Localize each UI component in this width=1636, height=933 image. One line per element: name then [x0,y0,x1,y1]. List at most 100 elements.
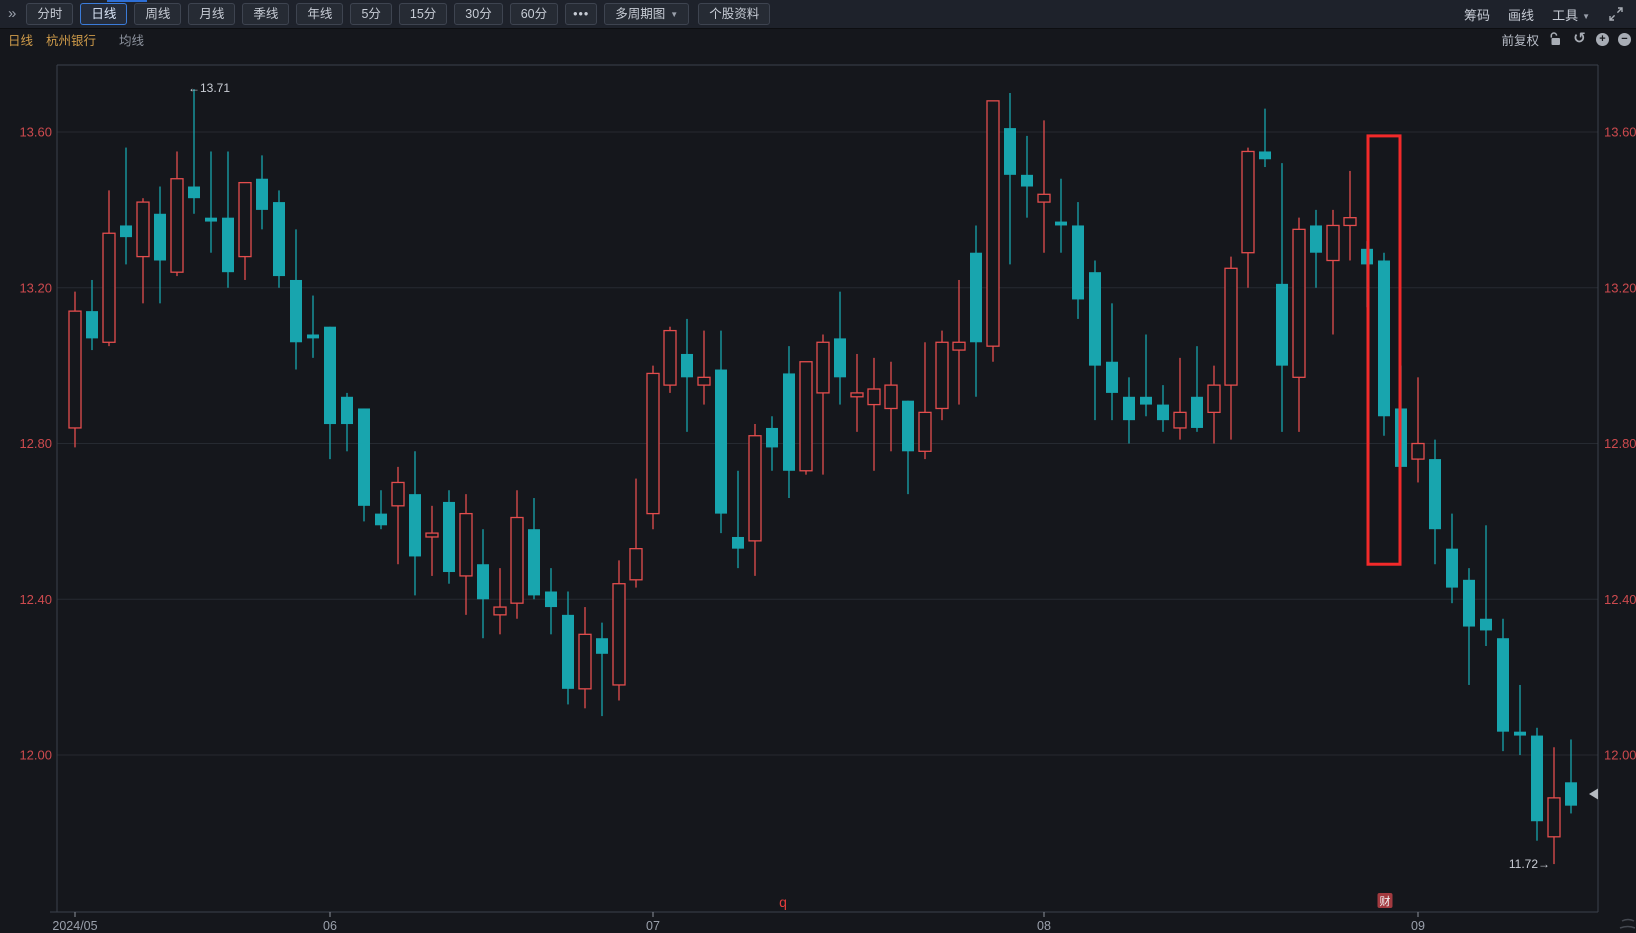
candle-down [1497,638,1509,732]
x-axis-label: 09 [1411,919,1425,933]
candle-down [290,279,302,343]
y-axis-label-right: 12.40 [1604,592,1636,607]
x-axis-label: 07 [646,919,660,933]
candle-up [170,178,184,273]
multi-period-button[interactable]: 多周期图 ▼ [604,3,690,25]
candle-down [1514,731,1526,736]
candle-down [1191,396,1203,428]
stock-info-button[interactable]: 个股资料 [698,3,771,25]
x-axis-label: 08 [1037,919,1051,933]
lock-icon[interactable] [1548,32,1563,47]
adjust-mode-button[interactable]: 前复权 [1501,33,1539,48]
tools-button[interactable]: 工具 ▼ [1552,5,1590,24]
candle-down [1072,225,1084,300]
fullscreen-icon[interactable] [1608,7,1623,22]
candle-up [1292,228,1306,378]
period-tab-8[interactable]: 30分 [454,3,503,25]
undo-icon[interactable]: ↺ [1573,30,1586,47]
candle-up [1207,384,1221,414]
candle-up [1224,267,1238,386]
collapse-toolbar-icon[interactable]: » [8,5,17,22]
candle-up [1326,224,1340,262]
ma-toggle[interactable]: 均线 [119,33,145,48]
candle-down [1123,396,1135,421]
low-price-annotation: 11.72→ [1509,857,1550,871]
candle-up [629,548,643,581]
y-axis-label-left: 12.00 [19,748,52,763]
last-price-marker [1589,788,1598,800]
candle-down [596,638,608,654]
candle-up [748,435,762,542]
candle-up [578,633,592,690]
candle-up [918,411,932,452]
y-axis-label-left: 13.60 [19,125,52,140]
candle-down [1021,174,1033,187]
candle-down [1106,361,1118,393]
period-tab-1[interactable]: 日线 [80,3,128,25]
candle-down [1565,782,1577,806]
tab-indicator-strip [107,0,147,2]
more-periods-button[interactable]: ••• [565,3,598,25]
candle-down [528,529,540,596]
zoom-out-icon[interactable]: − [1618,32,1631,46]
y-axis-label-right: 13.20 [1604,280,1636,295]
candle-down [1429,459,1441,530]
candle-up [425,532,439,538]
candle-down [222,217,234,273]
period-tab-3[interactable]: 月线 [188,3,236,25]
candle-up [102,232,116,343]
candle-down [766,427,778,448]
candle-down [188,186,200,199]
candle-down [409,494,421,557]
news-badge[interactable] [1377,893,1393,908]
candle-down [562,614,574,689]
period-tab-2[interactable]: 周线 [134,3,182,25]
candle-down [205,217,217,222]
candle-up [238,181,252,258]
stock-name-label[interactable]: 杭州银行 [46,33,97,48]
candle-down [1531,735,1543,822]
zoom-in-icon[interactable]: + [1596,32,1609,46]
candle-down [1276,283,1288,366]
candle-up [935,341,949,410]
candle-up [816,341,830,394]
period-tab-7[interactable]: 15分 [398,3,448,25]
corner-watermark [1619,918,1636,929]
candle-up [1241,150,1255,254]
draw-line-button[interactable]: 画线 [1508,7,1535,23]
event-marker[interactable]: q [779,894,787,910]
period-tab-0[interactable]: 分时 [26,3,74,25]
candle-up [136,201,150,258]
y-axis-label-left: 13.20 [19,280,52,295]
candle-down [1089,272,1101,366]
candle-up [986,100,1000,347]
chevron-down-icon: ▼ [670,10,679,19]
candle-up [1343,217,1357,227]
candle-down [783,373,795,471]
candle-down [1055,221,1067,226]
period-tab-6[interactable]: 5分 [350,3,392,25]
period-tab-4[interactable]: 季线 [242,3,290,25]
candle-down [834,338,846,378]
candle-up [850,392,864,398]
period-tab-9[interactable]: 60分 [509,3,559,25]
chip-distribution-button[interactable]: 筹码 [1464,7,1491,23]
y-axis-label-right: 12.00 [1604,748,1636,763]
x-axis-label: 06 [323,919,337,933]
candle-down [970,252,982,343]
highlight-rectangle[interactable] [1366,134,1402,566]
candle-down [1463,579,1475,627]
candle-down [256,178,268,210]
candle-up [697,376,711,386]
candle-down [324,326,336,425]
candle-up [663,329,677,386]
candle-down [1378,260,1390,417]
candle-down [120,225,132,238]
candle-down [1446,548,1458,588]
period-tab-5[interactable]: 年线 [296,3,344,25]
candle-down [307,334,319,339]
candle-up [493,606,507,616]
candle-down [545,591,557,608]
